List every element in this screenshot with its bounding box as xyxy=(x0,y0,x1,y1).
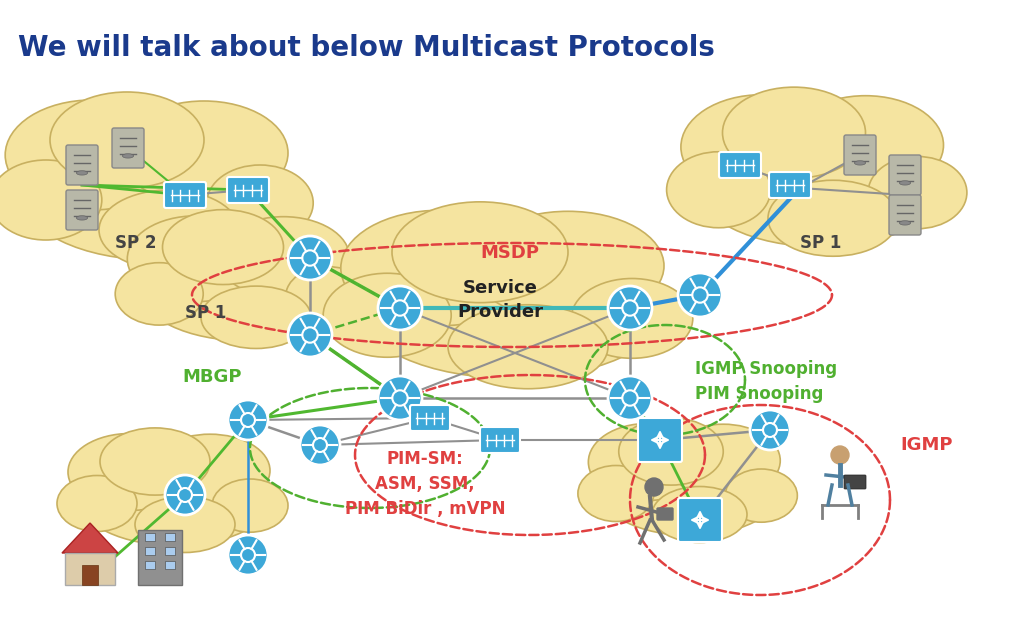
Ellipse shape xyxy=(652,486,746,543)
FancyBboxPatch shape xyxy=(145,533,155,541)
Ellipse shape xyxy=(899,181,910,185)
Ellipse shape xyxy=(217,217,349,298)
Circle shape xyxy=(165,475,205,515)
Ellipse shape xyxy=(135,497,234,553)
Ellipse shape xyxy=(163,210,284,284)
FancyBboxPatch shape xyxy=(678,498,722,542)
FancyBboxPatch shape xyxy=(82,565,98,585)
Ellipse shape xyxy=(449,305,608,389)
Ellipse shape xyxy=(667,424,780,497)
Ellipse shape xyxy=(57,476,137,532)
Ellipse shape xyxy=(589,424,707,501)
Polygon shape xyxy=(62,523,118,553)
Text: We will talk about below Multicast Protocols: We will talk about below Multicast Proto… xyxy=(18,34,715,62)
Circle shape xyxy=(831,446,849,464)
FancyBboxPatch shape xyxy=(65,553,115,585)
Ellipse shape xyxy=(899,220,910,225)
Text: PIM-SM:
ASM, SSM,
PIM BiDir , mVPN: PIM-SM: ASM, SSM, PIM BiDir , mVPN xyxy=(345,450,505,518)
FancyBboxPatch shape xyxy=(138,530,182,585)
FancyBboxPatch shape xyxy=(112,128,144,168)
Ellipse shape xyxy=(50,92,204,188)
Circle shape xyxy=(645,478,663,496)
FancyBboxPatch shape xyxy=(657,508,673,520)
FancyBboxPatch shape xyxy=(66,145,98,185)
Text: IGMP Snooping
PIM Snooping: IGMP Snooping PIM Snooping xyxy=(695,360,838,403)
FancyBboxPatch shape xyxy=(165,547,175,555)
Circle shape xyxy=(378,286,422,330)
Ellipse shape xyxy=(68,433,193,510)
Circle shape xyxy=(608,376,652,420)
FancyBboxPatch shape xyxy=(480,427,520,453)
Text: SP 1: SP 1 xyxy=(185,304,226,322)
Ellipse shape xyxy=(723,87,865,178)
Ellipse shape xyxy=(600,445,780,535)
FancyBboxPatch shape xyxy=(165,561,175,569)
Ellipse shape xyxy=(150,434,270,507)
Circle shape xyxy=(608,286,652,330)
Ellipse shape xyxy=(667,152,771,228)
Ellipse shape xyxy=(99,190,239,270)
Circle shape xyxy=(228,535,268,575)
Circle shape xyxy=(300,425,340,465)
Ellipse shape xyxy=(127,216,264,302)
Ellipse shape xyxy=(868,156,967,229)
FancyBboxPatch shape xyxy=(66,190,98,230)
Ellipse shape xyxy=(681,95,842,199)
Circle shape xyxy=(288,236,332,280)
Circle shape xyxy=(678,273,722,317)
Text: SP 1: SP 1 xyxy=(800,234,842,252)
Ellipse shape xyxy=(571,278,693,358)
Ellipse shape xyxy=(324,273,452,357)
FancyBboxPatch shape xyxy=(844,135,876,175)
FancyBboxPatch shape xyxy=(410,405,450,431)
Ellipse shape xyxy=(140,239,349,341)
FancyBboxPatch shape xyxy=(889,155,921,195)
Ellipse shape xyxy=(360,242,664,378)
Ellipse shape xyxy=(286,266,370,326)
Text: MSDP: MSDP xyxy=(480,244,539,262)
Circle shape xyxy=(378,376,422,420)
FancyBboxPatch shape xyxy=(638,418,682,462)
Ellipse shape xyxy=(120,101,288,205)
FancyBboxPatch shape xyxy=(889,195,921,235)
Ellipse shape xyxy=(341,211,540,326)
Ellipse shape xyxy=(22,130,288,260)
FancyBboxPatch shape xyxy=(719,152,761,178)
Ellipse shape xyxy=(696,123,943,247)
Ellipse shape xyxy=(212,479,288,532)
FancyBboxPatch shape xyxy=(769,172,811,198)
Ellipse shape xyxy=(201,286,311,348)
Ellipse shape xyxy=(80,455,270,545)
Ellipse shape xyxy=(100,428,210,495)
Circle shape xyxy=(288,313,332,357)
Ellipse shape xyxy=(77,171,88,175)
Text: SP 2: SP 2 xyxy=(115,234,157,252)
Ellipse shape xyxy=(123,154,133,158)
FancyBboxPatch shape xyxy=(145,547,155,555)
Ellipse shape xyxy=(5,100,179,210)
Ellipse shape xyxy=(115,263,203,325)
Ellipse shape xyxy=(0,160,101,240)
Ellipse shape xyxy=(854,161,865,165)
FancyBboxPatch shape xyxy=(844,475,866,489)
Circle shape xyxy=(750,410,790,450)
Ellipse shape xyxy=(472,211,664,320)
Ellipse shape xyxy=(618,418,723,485)
Text: Service
Provider: Service Provider xyxy=(457,279,543,321)
FancyBboxPatch shape xyxy=(145,561,155,569)
Text: MBGP: MBGP xyxy=(182,368,242,386)
Ellipse shape xyxy=(578,466,654,522)
Ellipse shape xyxy=(77,215,88,220)
FancyBboxPatch shape xyxy=(227,177,269,203)
Circle shape xyxy=(228,400,268,440)
Ellipse shape xyxy=(392,202,568,302)
FancyBboxPatch shape xyxy=(164,182,206,208)
Ellipse shape xyxy=(207,165,313,241)
Ellipse shape xyxy=(725,469,798,522)
Text: IGMP: IGMP xyxy=(900,436,952,454)
Ellipse shape xyxy=(768,180,898,256)
Ellipse shape xyxy=(787,96,943,194)
FancyBboxPatch shape xyxy=(165,533,175,541)
